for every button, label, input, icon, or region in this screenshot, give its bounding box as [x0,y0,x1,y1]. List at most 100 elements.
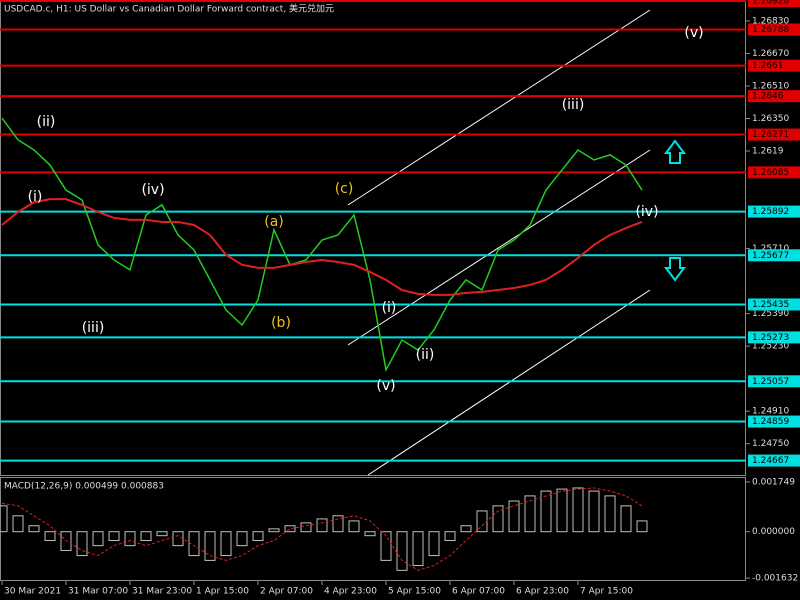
macd-bar [508,500,520,533]
level-label: 1.26928 [752,0,789,7]
macd-bar [92,531,104,547]
macd-bar [604,495,616,533]
macd-bar [76,531,88,557]
x-tick-label: 31 Mar 07:00 [68,587,128,597]
level-label: 1.24859 [752,417,789,427]
macd-bar [572,487,584,533]
y-tick-label: 1.2619 [752,147,784,157]
channel-line [347,149,651,346]
macd-bar [524,495,536,533]
level-label: 1.25273 [752,333,789,343]
y-tick-label: 1.24750 [752,439,789,449]
macd-bar [396,531,408,571]
macd-bar [444,531,456,542]
macd-bar [0,505,8,533]
x-tick-label: 1 Apr 15:00 [196,587,249,597]
wave-label: (i) [28,189,43,205]
macd-signal [1,487,643,571]
level-tag [748,166,800,179]
wave-label: (iv) [141,182,164,198]
macd-bar [172,531,184,547]
macd-bar [44,531,56,542]
y-tick-label: 1.26670 [752,49,789,59]
macd-bar [428,531,440,557]
macd-tick-label: 0.000000 [752,527,795,537]
macd-bar [156,531,168,537]
wave-label: (a) [264,214,284,230]
macd-bar [556,488,568,533]
level-tag [748,205,800,218]
macd-bar [60,531,72,551]
level-label: 1.25677 [752,251,789,261]
x-tick-label: 30 Mar 2021 [4,587,61,597]
level-tag [748,331,800,344]
x-tick-label: 5 Apr 15:00 [388,587,441,597]
macd-bar [268,528,280,533]
level-tag [748,59,800,72]
level-label: 1.26788 [752,25,789,35]
level-label: 1.25892 [752,207,789,217]
macd-bar [220,531,232,557]
wave-label: (iv) [635,204,658,220]
macd-bar [380,531,392,561]
macd-bar [460,525,472,533]
macd-bar [28,525,40,533]
macd-bar [284,525,296,533]
moving-average [1,198,643,296]
level-tag [748,23,800,36]
wave-label: (ii) [416,347,435,363]
macd-bar [236,531,248,547]
level-label: 1.26085 [752,168,789,178]
macd-bar [620,505,632,533]
macd-label: MACD(12,26,9) 0.000499 0.000883 [4,482,164,492]
macd-bar [412,531,424,567]
macd-bar [252,531,264,542]
macd-bar [124,531,136,547]
wave-label: (v) [376,378,395,394]
macd-bar [188,531,200,557]
macd-bar [588,490,600,533]
wave-label: (i) [382,300,397,316]
x-tick-label: 6 Apr 07:00 [452,587,505,597]
level-tag [748,298,800,311]
level-tag [748,0,800,8]
up-arrow [664,139,686,164]
macd-bar [300,522,312,533]
wave-label: (c) [335,181,354,197]
macd-bar [364,531,376,537]
macd-bar [636,520,648,533]
macd-bar [12,515,24,533]
x-tick-label: 7 Apr 15:00 [580,587,633,597]
x-tick-label: 2 Apr 07:00 [260,587,313,597]
macd-tick-label: -0.001632 [752,574,798,584]
channel-line [367,289,651,476]
level-tag [748,128,800,141]
chart-title: USDCAD.c, H1: US Dollar vs Canadian Doll… [4,3,334,15]
level-label: 1.26271 [752,130,789,140]
x-tick-label: 31 Mar 23:00 [132,587,192,597]
x-tick-label: 4 Apr 23:00 [324,587,377,597]
level-tag [748,90,800,103]
macd-tick-label: 0.001749 [752,478,795,488]
y-tick-label: 1.24910 [752,407,789,417]
y-tick-label: 1.25230 [752,342,789,352]
price-line [1,117,643,373]
wave-label: (iii) [562,97,585,113]
level-label: 1.25057 [752,377,789,387]
level-label: 1.2646 [752,92,784,102]
wave-label: (iii) [82,320,105,336]
wave-label: (ii) [37,114,56,130]
macd-bar [540,490,552,533]
level-tag [748,375,800,388]
level-tag [748,454,800,467]
level-label: 1.24667 [752,456,789,466]
wave-label: (b) [271,315,291,331]
y-tick-label: 1.26510 [752,81,789,91]
y-tick-label: 1.26350 [752,114,789,124]
macd-bar [316,518,328,533]
y-tick-label: 1.26830 [752,16,789,26]
y-tick-label: 1.25710 [752,244,789,254]
y-tick-label: 1.25390 [752,309,789,319]
